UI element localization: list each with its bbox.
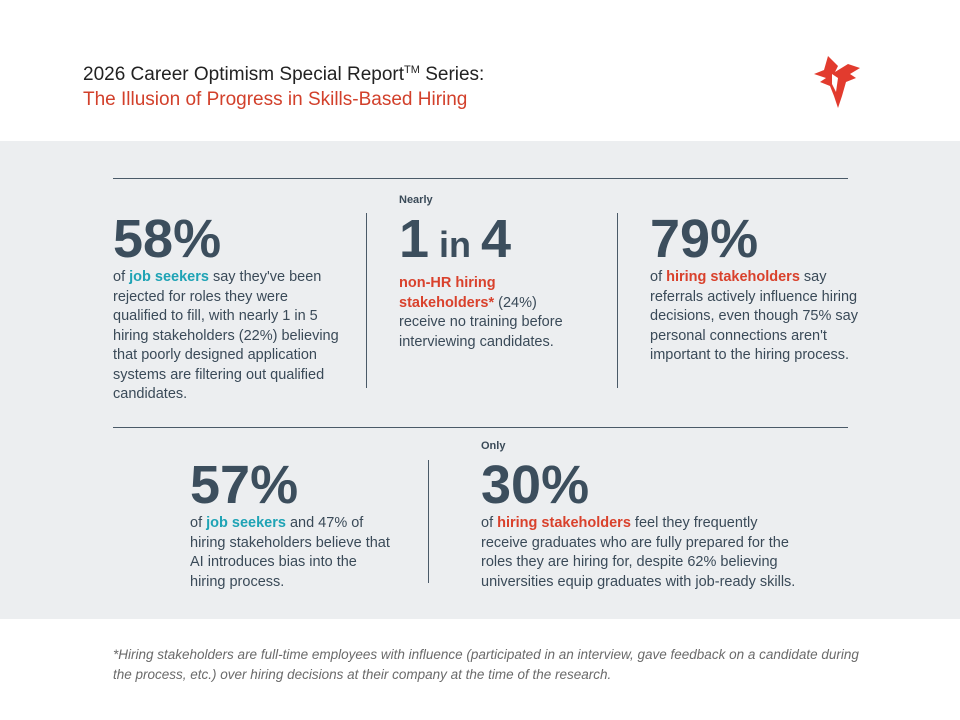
- stat-text: of hiring stakeholders say referrals act…: [650, 268, 865, 366]
- figure-part: 58%: [113, 209, 222, 269]
- figure-part: 1: [399, 209, 430, 269]
- stat-text: non-HR hiring stakeholders* (24%) receiv…: [399, 274, 584, 352]
- text-run: feel they frequently receive graduates w…: [481, 515, 796, 590]
- logo-detail: [832, 74, 838, 92]
- highlight: hiring stakeholders: [666, 269, 800, 285]
- text-run: (24%) receive no training before intervi…: [399, 294, 563, 350]
- stats-panel: [0, 141, 960, 619]
- stat-text: of job seekers and 47% of hiring stakeho…: [190, 514, 390, 592]
- stat-figure: 1 in 4: [399, 210, 584, 274]
- title-text: 2026 Career Optimism Special Report: [83, 64, 405, 85]
- stat-lead: Nearly: [399, 194, 433, 206]
- text-run: of: [113, 269, 130, 285]
- stat: Nearly 1 in 4 non-HR hiring stakeholders* …: [399, 194, 584, 352]
- text-run: of: [481, 515, 498, 531]
- figure-part: in: [429, 224, 482, 265]
- stat-text: of hiring stakeholders feel they frequen…: [481, 514, 801, 592]
- stat: Only 30% of hiring stakeholders feel they …: [481, 440, 801, 592]
- title-end: Series:: [419, 64, 485, 85]
- stat: 79% of hiring stakeholders say referrals …: [650, 194, 865, 366]
- divider: [113, 427, 848, 428]
- figure-part: 4: [481, 209, 512, 269]
- text-run: say they've been rejected for roles they…: [113, 269, 339, 402]
- divider: [428, 460, 429, 583]
- highlight: job seekers: [206, 515, 286, 531]
- title: 2026 Career Optimism Special ReportTM Se…: [83, 64, 484, 86]
- divider: [113, 178, 848, 179]
- footnote: *Hiring stakeholders are full-time emplo…: [113, 647, 859, 682]
- figure-part: 57%: [190, 455, 299, 515]
- text-run: say referrals actively influence hiring …: [650, 269, 858, 363]
- divider: [366, 213, 367, 388]
- stat-lead: [650, 194, 865, 210]
- stat-lead: [190, 440, 390, 456]
- figure-part: 79%: [650, 209, 759, 269]
- stat: 58% of job seekers say they've been rejec…: [113, 194, 343, 405]
- stat-lead: Only: [481, 440, 506, 452]
- figure-part: 30%: [481, 455, 590, 515]
- stat-figure: 57%: [190, 456, 390, 514]
- stat-figure: 58%: [113, 210, 343, 268]
- divider: [617, 213, 618, 388]
- subtitle: The Illusion of Progress in Skills-Based…: [83, 89, 468, 110]
- highlight: hiring stakeholders: [497, 515, 631, 531]
- stat-figure: 79%: [650, 210, 865, 268]
- highlight: job seekers: [129, 269, 209, 285]
- trademark: TM: [404, 64, 420, 76]
- stat-text: of job seekers say they've been rejected…: [113, 268, 343, 405]
- stat: 57% of job seekers and 47% of hiring stak…: [190, 440, 390, 592]
- text-run: of: [190, 515, 207, 531]
- text-run: of: [650, 269, 667, 285]
- highlight: non-HR hiring stakeholders*: [399, 275, 496, 311]
- stat-lead: [113, 194, 343, 210]
- stat-figure: 30%: [481, 456, 801, 514]
- logo: [814, 56, 860, 108]
- text-run: and 47% of hiring stakeholders believe t…: [190, 515, 390, 590]
